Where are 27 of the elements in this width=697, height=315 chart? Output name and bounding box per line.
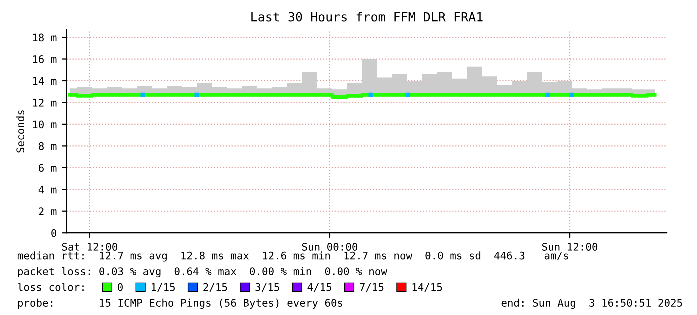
legend-label: 4/15	[308, 284, 332, 292]
text: end: Sun Aug 3 16:50:51 2025	[502, 298, 682, 310]
y-tick-label: 4 m	[38, 186, 57, 194]
y-tick-label: 10 m	[33, 120, 57, 129]
y-tick-label: 18 m	[33, 34, 57, 42]
legend-label: 7/15	[360, 284, 384, 292]
y-tick-label: 16 m	[33, 56, 57, 64]
y-tick-label: 0	[52, 229, 57, 238]
legend-label: 1/15	[152, 284, 175, 292]
legend-title: loss color:	[18, 283, 84, 292]
legend-label: 0	[118, 283, 123, 292]
legend-label: 2/15	[204, 283, 228, 292]
y-tick-label: 14 m	[33, 77, 57, 85]
y-tick-label: 12 m	[33, 98, 57, 107]
legend-label: 3/15	[256, 283, 280, 292]
text: packet loss: 0.03 % avg 0.64 % max 0.00 % min 0.00 % now	[18, 267, 388, 278]
y-tick-label: 2 m	[39, 208, 57, 216]
x-tick-label: Sun 00:00	[302, 243, 358, 251]
x-tick-label: Sat 12:00	[62, 243, 118, 251]
text: probe: 15 ICMP Echo Pings (56 Bytes) every 60s	[18, 298, 343, 310]
chart-title: Last 30 Hours from FFM DLR FRA1	[252, 12, 483, 22]
y-axis-title: Seconds	[16, 110, 25, 153]
y-tick-label: 6 m	[39, 164, 57, 172]
x-tick-label: Sun 12:00	[542, 243, 598, 251]
text: median rtt: 12.7 ms avg 12.8 ms max 12.6 ms min 12.7 ms now 0.0 ms sd 446.3 am/s	[18, 252, 568, 262]
legend-label: 14/15	[412, 284, 442, 292]
y-tick-label: 8 m	[39, 142, 57, 150]
